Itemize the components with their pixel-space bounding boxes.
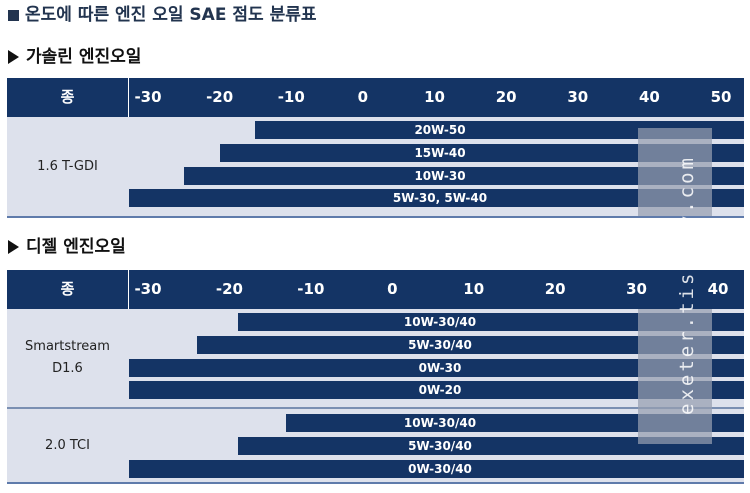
temperature-tick-label: 0 <box>387 280 398 298</box>
viscosity-range-bar: 0W-30/40 <box>129 460 744 478</box>
viscosity-range-bar: 0W-30 <box>129 359 744 377</box>
viscosity-grade-label: 0W-30/40 <box>408 462 472 476</box>
temperature-tick-label: 50 <box>710 88 732 106</box>
viscosity-grade-label: 10W-30/40 <box>403 315 477 329</box>
triangle-right-icon <box>8 50 19 64</box>
header-divider <box>128 78 129 117</box>
temperature-tick-label: -10 <box>277 88 305 106</box>
engine-name-line: 2.0 TCI <box>45 437 90 453</box>
viscosity-range-bar: 20W-50 <box>255 121 744 139</box>
engine-name-line: D1.6 <box>52 361 83 376</box>
engine-group: 2.0 TCI 10W-30/40 5W-30/40 0W-30/40 <box>7 409 744 482</box>
engine-name: Smartstream D1.6 <box>7 309 128 407</box>
temperature-tick-label: -10 <box>297 280 325 298</box>
engine-name: 2.0 TCI <box>7 409 128 482</box>
square-bullet-icon <box>8 9 19 21</box>
temperature-tick-label: 10 <box>424 88 445 106</box>
engine-group: Smartstream D1.6 10W-30/40 5W-30/40 0W-30 0W… <box>7 309 744 407</box>
viscosity-range-bar: 10W-30 <box>183 167 744 185</box>
viscosity-grade-label: 20W-50 <box>414 123 466 137</box>
viscosity-range-bar: 5W-30/40 <box>237 437 744 455</box>
page-title: 온도에 따른 엔진 오일 SAE 점도 분류표 <box>8 3 316 27</box>
viscosity-grade-label: 10W-30/40 <box>403 416 477 430</box>
section-title-text: 디젤 엔진오일 <box>26 237 126 257</box>
table-header: 종 류 -30 -20 -10 0 10 20 30 40 50 <box>7 78 744 145</box>
viscosity-grade-label: 5W-30/40 <box>408 338 472 352</box>
table-bottom-line <box>7 482 744 484</box>
viscosity-range-bar: 0W-20 <box>129 381 744 399</box>
engine-name: 1.6 T-GDI <box>7 117 128 216</box>
highlight-band <box>638 309 712 444</box>
temperature-tick-label: -30 <box>134 88 162 106</box>
viscosity-grade-label: 10W-30 <box>414 169 466 183</box>
gasoline-viscosity-table: 종 류 -30 -20 -10 0 10 20 30 40 50 1.6 T-GDI 20W-5… <box>7 78 744 218</box>
temperature-tick-label: 40 <box>638 88 660 106</box>
viscosity-range-bar: 10W-30/40 <box>286 414 744 432</box>
temperature-tick-label: -20 <box>215 280 243 298</box>
viscosity-range-bar: 10W-30/40 <box>237 313 744 331</box>
header-divider <box>128 270 129 309</box>
temperature-tick-label: 10 <box>463 280 485 298</box>
temperature-tick-label: 20 <box>544 280 566 298</box>
watermark-text: exeter.tistory.com <box>676 155 698 415</box>
viscosity-grade-label: 0W-30 <box>418 361 462 375</box>
type-header: 종 류 <box>48 88 101 145</box>
triangle-right-icon <box>8 240 19 254</box>
temperature-tick-label: 40 <box>707 280 729 298</box>
viscosity-range-bar: 5W-30/40 <box>196 336 744 354</box>
group-divider <box>7 407 744 409</box>
temperature-tick-label: -30 <box>134 280 162 298</box>
engine-name-line: Smartstream <box>25 339 110 354</box>
temperature-tick-label: 30 <box>567 88 589 106</box>
section-title-gasoline: 가솔린 엔진오일 <box>8 44 141 70</box>
diesel-viscosity-table: 종 류 -30 -20 -10 0 10 20 30 40 Smartstream D1.6 1… <box>7 270 744 485</box>
temperature-tick-label: -20 <box>206 88 234 106</box>
temperature-tick-label: 30 <box>626 280 647 298</box>
viscosity-range-bar: 5W-30, 5W-40 <box>129 189 744 207</box>
engine-name-line: 1.6 T-GDI <box>37 158 98 174</box>
viscosity-grade-label: 5W-30, 5W-40 <box>392 191 488 205</box>
viscosity-range-bar: 15W-40 <box>219 144 744 162</box>
table-header: 종 류 -30 -20 -10 0 10 20 30 40 <box>7 270 744 337</box>
highlight-band <box>638 128 712 216</box>
viscosity-grade-label: 15W-40 <box>414 146 466 160</box>
type-header: 종 류 <box>48 280 101 337</box>
engine-group: 1.6 T-GDI 20W-50 15W-40 10W-30 5W-30, 5W-40 <box>7 117 744 216</box>
viscosity-grade-label: 0W-20 <box>418 383 462 397</box>
section-title-text: 가솔린 엔진오일 <box>26 47 142 67</box>
viscosity-grade-label: 5W-30/40 <box>408 439 472 453</box>
section-title-diesel: 디젤 엔진오일 <box>8 234 126 260</box>
temperature-tick-label: 0 <box>357 88 369 106</box>
table-bottom-line <box>7 216 744 218</box>
page-title-text: 온도에 따른 엔진 오일 SAE 점도 분류표 <box>25 5 317 25</box>
temperature-tick-label: 20 <box>495 88 517 106</box>
